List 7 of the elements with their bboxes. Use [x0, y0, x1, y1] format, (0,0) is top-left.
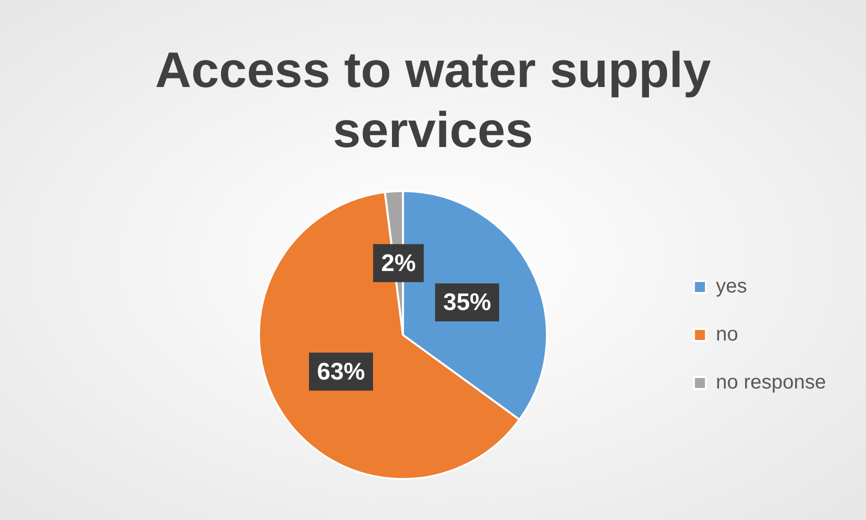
legend-label: yes [716, 276, 748, 298]
chart-title: Access to water supply services [154, 41, 712, 160]
legend-label: no response [716, 372, 826, 394]
data-label: 35% [443, 288, 492, 316]
data-label: 63% [316, 358, 366, 386]
data-label: 2% [381, 250, 416, 277]
legend-label: no [716, 324, 738, 346]
